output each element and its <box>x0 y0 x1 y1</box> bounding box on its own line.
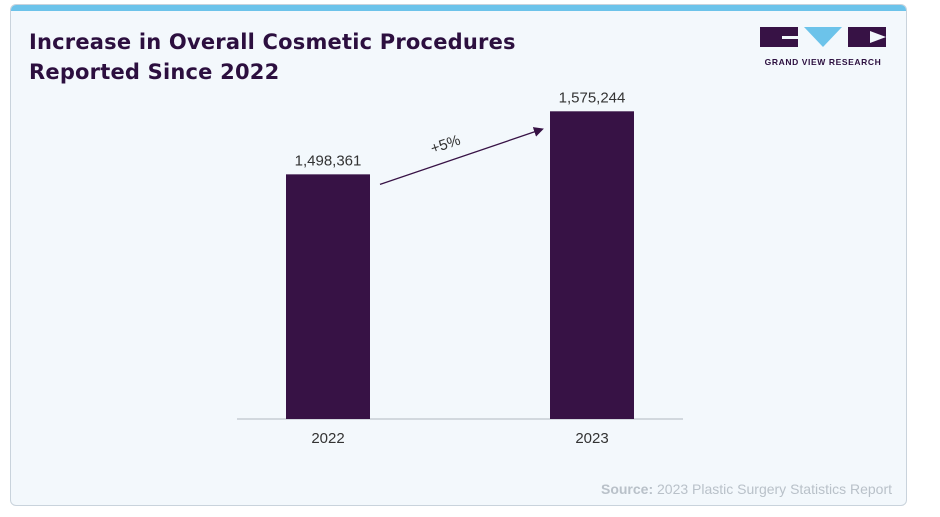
value-label-2022: 1,498,361 <box>295 152 362 169</box>
chart-title: Increase in Overall Cosmetic Procedures … <box>29 27 589 87</box>
source-note: Source: 2023 Plastic Surgery Statistics … <box>601 481 892 497</box>
x-tick-label-2022: 2022 <box>311 430 344 447</box>
grand-view-research-logo: GRAND VIEW RESEARCH <box>760 27 886 67</box>
growth-arrow <box>379 127 544 185</box>
growth-annotation: +5% <box>428 132 462 158</box>
source-text: 2023 Plastic Surgery Statistics Report <box>653 481 892 497</box>
bar-2023 <box>550 111 634 419</box>
bar-chart: 1,498,361 2022 1,575,244 2023 +5% <box>237 89 683 447</box>
chart-title-line-2: Reported Since 2022 <box>29 60 280 84</box>
chart-title-line-1: Increase in Overall Cosmetic Procedures <box>29 30 516 54</box>
logo-text: GRAND VIEW RESEARCH <box>764 57 882 67</box>
gvr-logo-icon <box>760 27 886 47</box>
top-accent-bar <box>11 5 906 11</box>
source-label: Source: <box>600 481 654 497</box>
bar-2022 <box>286 174 370 419</box>
chart-card: Increase in Overall Cosmetic Procedures … <box>10 4 907 506</box>
value-label-2023: 1,575,244 <box>559 89 626 106</box>
x-tick-label-2023: 2023 <box>575 430 608 447</box>
